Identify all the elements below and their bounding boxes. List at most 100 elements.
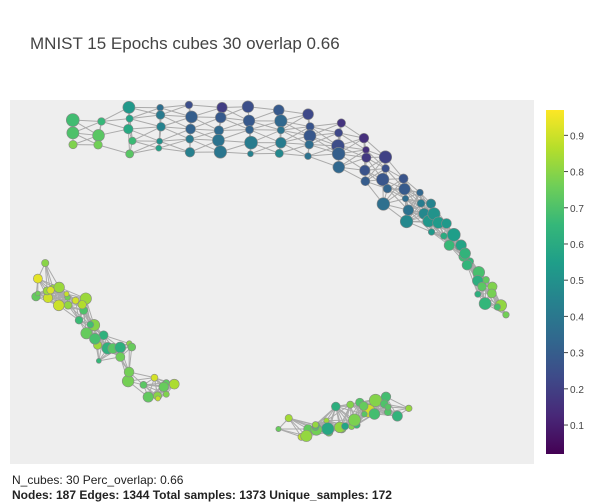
- graph-node[interactable]: [417, 199, 425, 207]
- graph-node[interactable]: [69, 140, 77, 148]
- graph-node[interactable]: [54, 282, 65, 293]
- graph-node[interactable]: [186, 135, 194, 143]
- graph-node[interactable]: [157, 122, 166, 131]
- graph-node[interactable]: [301, 430, 312, 441]
- graph-node[interactable]: [185, 147, 195, 157]
- graph-node[interactable]: [277, 126, 284, 133]
- graph-node[interactable]: [341, 423, 348, 430]
- graph-node[interactable]: [361, 411, 367, 417]
- graph-node[interactable]: [143, 392, 153, 402]
- graph-node[interactable]: [332, 147, 345, 160]
- graph-node[interactable]: [383, 184, 392, 193]
- graph-node[interactable]: [185, 101, 193, 109]
- graph-node[interactable]: [312, 422, 318, 428]
- graph-node[interactable]: [460, 248, 471, 259]
- graph-node[interactable]: [217, 102, 227, 112]
- graph-node[interactable]: [94, 141, 103, 150]
- graph-node[interactable]: [428, 229, 435, 236]
- graph-node[interactable]: [275, 149, 283, 157]
- graph-node[interactable]: [475, 291, 481, 297]
- graph-node[interactable]: [151, 374, 158, 381]
- graph-node[interactable]: [494, 304, 501, 311]
- graph-node[interactable]: [157, 138, 163, 144]
- graph-node[interactable]: [214, 146, 227, 159]
- graph-node[interactable]: [377, 198, 390, 211]
- graph-node[interactable]: [285, 414, 292, 421]
- graph-node[interactable]: [90, 333, 101, 344]
- graph-node[interactable]: [369, 409, 380, 420]
- graph-node[interactable]: [169, 379, 179, 389]
- graph-node[interactable]: [35, 291, 40, 296]
- graph-node[interactable]: [392, 411, 402, 421]
- graph-node[interactable]: [305, 153, 312, 160]
- graph-node[interactable]: [87, 321, 94, 328]
- graph-node[interactable]: [333, 161, 345, 173]
- graph-node[interactable]: [245, 126, 253, 134]
- graph-node[interactable]: [156, 145, 162, 151]
- graph-node[interactable]: [245, 136, 258, 149]
- graph-node[interactable]: [78, 300, 86, 308]
- graph-node[interactable]: [416, 189, 423, 196]
- graph-node[interactable]: [359, 402, 368, 411]
- graph-node[interactable]: [305, 140, 314, 149]
- graph-node[interactable]: [72, 297, 79, 304]
- mapper-graph[interactable]: [10, 100, 534, 464]
- graph-node[interactable]: [334, 129, 342, 137]
- graph-node[interactable]: [123, 101, 135, 113]
- graph-node[interactable]: [156, 111, 165, 120]
- graph-node[interactable]: [215, 112, 226, 123]
- graph-node[interactable]: [212, 134, 224, 146]
- graph-node[interactable]: [426, 199, 435, 208]
- graph-node[interactable]: [303, 109, 314, 120]
- plot-area[interactable]: [10, 100, 534, 464]
- graph-node[interactable]: [116, 352, 125, 361]
- graph-node[interactable]: [348, 414, 360, 426]
- graph-node[interactable]: [503, 312, 510, 319]
- graph-node[interactable]: [400, 215, 413, 228]
- graph-node[interactable]: [67, 127, 79, 139]
- graph-node[interactable]: [376, 173, 389, 186]
- graph-node[interactable]: [402, 195, 409, 202]
- graph-node[interactable]: [159, 382, 169, 392]
- graph-node[interactable]: [273, 105, 284, 116]
- nodes-layer[interactable]: [32, 101, 510, 442]
- graph-node[interactable]: [379, 151, 392, 164]
- graph-node[interactable]: [322, 423, 334, 435]
- graph-node[interactable]: [64, 301, 72, 309]
- graph-node[interactable]: [362, 153, 371, 162]
- graph-node[interactable]: [98, 118, 106, 126]
- graph-node[interactable]: [399, 174, 408, 183]
- graph-node[interactable]: [186, 111, 198, 123]
- graph-node[interactable]: [487, 289, 496, 298]
- graph-node[interactable]: [242, 101, 254, 113]
- graph-node[interactable]: [66, 114, 79, 127]
- graph-node[interactable]: [399, 183, 410, 194]
- graph-node[interactable]: [124, 367, 134, 377]
- graph-node[interactable]: [331, 402, 340, 411]
- graph-node[interactable]: [124, 124, 134, 134]
- graph-node[interactable]: [403, 205, 414, 216]
- graph-node[interactable]: [361, 177, 370, 186]
- graph-node[interactable]: [33, 274, 42, 283]
- graph-node[interactable]: [359, 133, 369, 143]
- graph-node[interactable]: [155, 396, 160, 401]
- graph-node[interactable]: [96, 358, 101, 363]
- graph-node[interactable]: [442, 219, 452, 229]
- graph-node[interactable]: [362, 146, 369, 153]
- graph-node[interactable]: [444, 240, 454, 250]
- graph-node[interactable]: [447, 228, 460, 241]
- graph-node[interactable]: [42, 259, 49, 266]
- graph-node[interactable]: [405, 405, 412, 412]
- graph-node[interactable]: [479, 298, 491, 310]
- graph-node[interactable]: [128, 343, 136, 351]
- graph-node[interactable]: [126, 115, 133, 122]
- graph-node[interactable]: [462, 260, 472, 270]
- graph-node[interactable]: [360, 165, 370, 175]
- graph-node[interactable]: [369, 394, 381, 406]
- graph-node[interactable]: [126, 150, 134, 158]
- graph-node[interactable]: [440, 233, 447, 240]
- graph-node[interactable]: [276, 426, 281, 431]
- graph-node[interactable]: [337, 119, 345, 127]
- graph-node[interactable]: [53, 300, 64, 311]
- graph-node[interactable]: [382, 165, 390, 173]
